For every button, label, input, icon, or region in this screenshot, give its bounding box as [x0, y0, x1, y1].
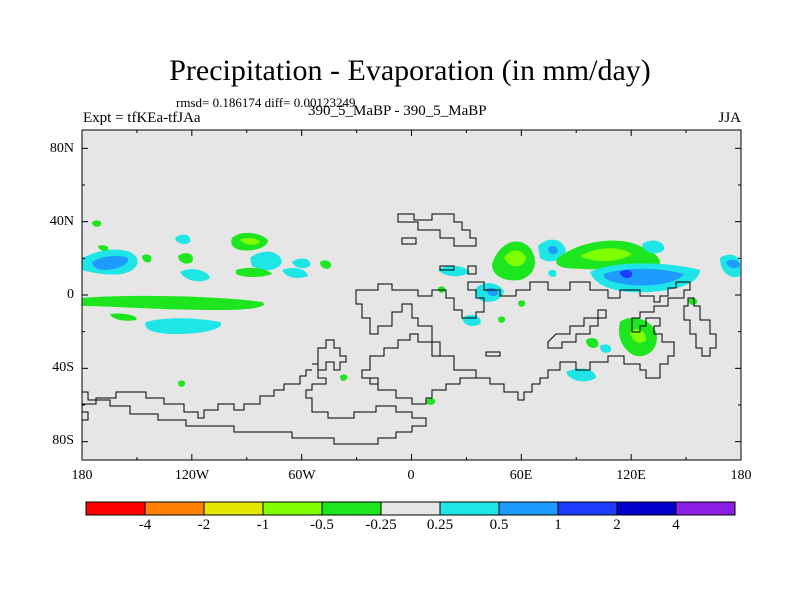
lon-label-120e: 120E — [616, 468, 646, 483]
colorbar-swatch — [144, 501, 205, 516]
contour-region — [688, 298, 698, 305]
subtitle: 390_5_MaBP - 390_5_MaBP — [308, 103, 487, 119]
coastline — [82, 363, 427, 445]
plot-title: Precipitation - Evaporation (in mm/day) — [169, 54, 651, 87]
colorbar-swatch — [321, 501, 382, 516]
colorbar-swatch — [498, 501, 559, 516]
colorbar-label: 0.5 — [489, 517, 509, 533]
rmsd-diff-text: rmsd= 0.186174 diff= 0.00123249 — [176, 95, 356, 110]
coastline — [547, 309, 607, 349]
contour-region — [426, 398, 436, 405]
contour-region — [504, 250, 526, 267]
colorbar-label: -2 — [197, 517, 211, 533]
colorbar-swatch — [675, 501, 736, 516]
contour-region — [726, 259, 740, 269]
colorbar-label: 1 — [554, 517, 562, 533]
colorbar-label: -4 — [138, 517, 152, 533]
contour-region — [320, 260, 332, 269]
lon-label-180e: 180 — [730, 468, 752, 483]
contour-region — [92, 255, 129, 270]
lon-label-60w: 60W — [288, 468, 316, 483]
contour-region — [178, 380, 186, 387]
contour-region — [630, 329, 646, 343]
contour-region — [145, 318, 222, 334]
lon-label-120w: 120W — [174, 468, 210, 483]
contour-region — [642, 240, 665, 254]
contour-region — [98, 245, 109, 251]
colorbar-label: 2 — [613, 517, 621, 533]
lat-label-80n: 80N — [49, 141, 74, 156]
contour-region — [548, 269, 557, 277]
contour-region — [292, 258, 311, 269]
colorbar-swatch — [439, 501, 500, 516]
contour-region — [180, 269, 210, 282]
lon-label-60e: 60E — [509, 468, 533, 483]
coastline — [361, 333, 477, 405]
contour-region — [438, 265, 470, 277]
colorbar-label: -1 — [256, 517, 270, 533]
experiment-label: Expt = tfKEa-tfJAa — [83, 110, 201, 126]
contour-region — [518, 300, 526, 307]
contour-region — [586, 338, 599, 348]
contour-region — [236, 267, 272, 277]
contour-region — [580, 248, 632, 262]
colorbar-swatch — [85, 501, 146, 516]
colorbar — [85, 501, 736, 516]
coastline — [467, 265, 477, 275]
contour-region — [282, 268, 308, 278]
coastline — [397, 213, 477, 247]
colorbar-label: 0.25 — [426, 517, 454, 533]
colorbar-swatch — [203, 501, 264, 516]
coastline — [683, 297, 717, 357]
contour-fills — [82, 220, 740, 405]
contour-region — [566, 368, 596, 382]
contour-region — [142, 254, 152, 263]
contour-region — [175, 234, 191, 245]
coastline — [82, 369, 312, 419]
coastline — [485, 351, 501, 357]
coastline — [317, 339, 347, 371]
contour-region — [548, 245, 558, 255]
coastlines — [82, 213, 717, 445]
lon-label-180w: 180 — [71, 468, 93, 483]
contour-region — [92, 220, 102, 227]
colorbar-swatch — [262, 501, 323, 516]
contour-region — [250, 251, 282, 271]
contour-region — [600, 344, 612, 353]
lat-label-0: 0 — [67, 287, 74, 302]
colorbar-label: -0.5 — [310, 517, 334, 533]
axis-ticks — [81, 130, 742, 460]
coastline — [369, 377, 379, 385]
lon-label-0: 0 — [407, 468, 415, 483]
colorbar-label: 4 — [672, 517, 680, 533]
coastline — [439, 265, 455, 271]
contour-region — [82, 295, 265, 310]
colorbar-swatch — [616, 501, 677, 516]
map-background — [82, 130, 741, 460]
colorbar-label: -0.25 — [365, 517, 397, 533]
contour-region — [340, 374, 348, 381]
colorbar-swatch — [380, 501, 441, 516]
contour-region — [178, 253, 193, 264]
coastline — [401, 237, 417, 245]
coastline — [82, 411, 89, 421]
contour-region — [498, 316, 506, 323]
lat-label-40n: 40N — [49, 214, 74, 229]
contour-region — [110, 313, 137, 321]
colorbar-swatch — [557, 501, 618, 516]
contour-region — [620, 269, 633, 279]
lat-label-40s: 40S — [52, 360, 74, 375]
contour-region — [240, 237, 260, 245]
season-label: JJA — [718, 110, 741, 126]
lat-label-80s: 80S — [52, 433, 74, 448]
